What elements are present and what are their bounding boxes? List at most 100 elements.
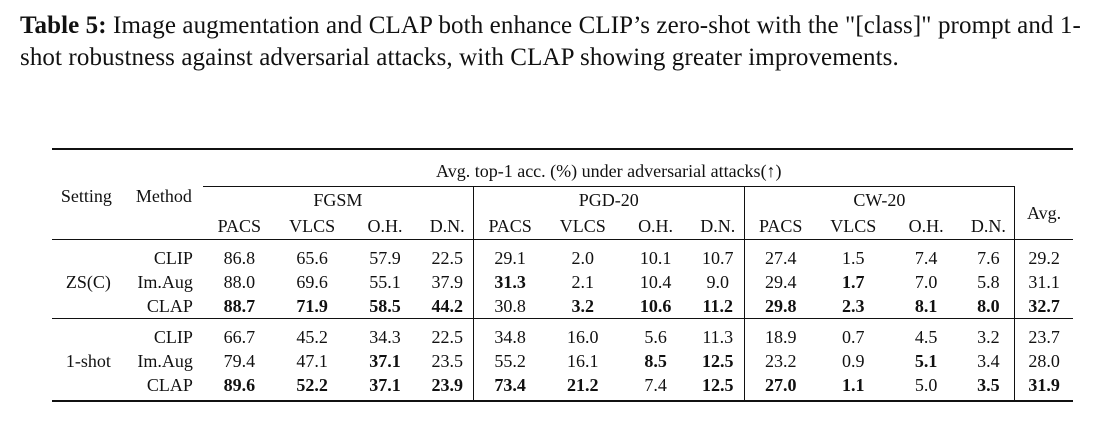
value-cell: 52.2 (275, 373, 349, 402)
value-cell: 7.0 (914, 272, 938, 292)
value-cell: 0.9 (842, 351, 865, 371)
method-cell: CLIP (124, 318, 203, 349)
dataset-header: O.H. (638, 216, 674, 236)
value-cell: 3.2 (962, 318, 1015, 349)
value-cell: 55.2 (472, 349, 547, 373)
dataset-header: VLCS (830, 216, 877, 236)
value-cell: 10.6 (639, 296, 672, 316)
value-cell: 27.4 (743, 239, 817, 270)
table-row: CLAP 88.7 71.9 58.5 44.2 30.8 3.2 10.6 11.2 29.8 2… (52, 294, 1073, 319)
value-cell: 10.4 (639, 272, 672, 292)
value-cell: 0.7 (816, 318, 890, 349)
value-cell: 30.8 (472, 294, 547, 319)
value-cell: 27.0 (743, 373, 817, 402)
value-cell: 88.0 (223, 272, 256, 292)
avg-cell: 31.9 (1014, 373, 1073, 402)
value-cell: 47.1 (296, 351, 328, 371)
value-cell: 3.5 (962, 373, 1015, 402)
value-cell: 23.5 (431, 351, 463, 371)
value-cell: 44.2 (431, 296, 463, 316)
value-cell: 9.0 (706, 272, 730, 292)
value-cell: 89.6 (202, 373, 276, 402)
header-row-1: Setting Method Avg. top-1 acc. (%) under… (52, 148, 1073, 240)
dataset-header: VLCS (289, 216, 336, 236)
dataset-header: D.N. (700, 216, 736, 236)
value-cell: 2.0 (546, 239, 620, 270)
dataset-header: PACS (217, 216, 261, 236)
value-cell: 65.6 (275, 239, 349, 270)
caption-text: Image augmentation and CLAP both enhance… (20, 12, 1081, 71)
dataset-header: O.H. (908, 216, 944, 236)
dataset-header: PACS (743, 213, 817, 240)
value-cell: 29.1 (472, 239, 547, 270)
value-cell: 5.1 (914, 351, 938, 371)
results-table-wrapper: Setting Method Avg. top-1 acc. (%) under… (52, 148, 1073, 402)
value-cell: 12.5 (702, 351, 734, 371)
value-cell: 73.4 (472, 373, 547, 402)
value-cell: 2.1 (571, 272, 594, 292)
value-cell: 2.3 (842, 296, 865, 316)
value-cell: 29.4 (743, 270, 817, 294)
avg-cell: 31.1 (1014, 270, 1073, 294)
table-row: CLIP 66.7 45.2 34.3 22.5 34.8 16.0 5.6 11.3 18.9 0… (52, 318, 1073, 349)
value-cell: 23.9 (421, 373, 474, 402)
value-cell: 16.0 (546, 318, 620, 349)
table-row: CLAP 89.6 52.2 37.1 23.9 73.4 21.2 7.4 12.5 27.0 1… (52, 373, 1073, 402)
avg-cell: 23.7 (1014, 318, 1073, 349)
value-cell: 23.2 (743, 349, 817, 373)
value-cell: 7.6 (962, 239, 1015, 270)
value-cell: 79.4 (223, 351, 256, 371)
value-cell: 11.2 (702, 296, 733, 316)
value-cell: 57.9 (348, 239, 422, 270)
value-cell: 37.1 (369, 351, 401, 371)
dataset-header: D.N. (429, 216, 465, 236)
value-cell: 34.8 (472, 318, 547, 349)
group-header-pgd: PGD-20 (472, 186, 745, 213)
value-cell: 1.1 (816, 373, 890, 402)
results-table: Setting Method Avg. top-1 acc. (%) under… (52, 148, 1073, 402)
value-cell: 8.1 (914, 296, 938, 316)
value-cell: 37.9 (431, 272, 463, 292)
table-row: 1-shot Im.Aug 79.4 47.1 37.1 23.5 55.2 16.1 8.5 1… (52, 349, 1073, 373)
method-cell: Im.Aug (137, 351, 193, 371)
setting-cell (52, 239, 125, 270)
method-cell: Im.Aug (137, 272, 193, 292)
value-cell: 37.1 (348, 373, 422, 402)
value-cell: 34.3 (348, 318, 422, 349)
header-setting: Setting (52, 148, 125, 240)
dataset-header: VLCS (559, 216, 606, 236)
value-cell: 16.1 (566, 351, 599, 371)
table-row: ZS(C) Im.Aug 88.0 69.6 55.1 37.9 31.3 2.1 10.4 9.… (52, 270, 1073, 294)
value-cell: 12.5 (691, 373, 745, 402)
value-cell: 5.8 (977, 272, 1000, 292)
value-cell: 66.7 (202, 318, 276, 349)
dataset-header: D.N. (970, 216, 1006, 236)
setting-cell (52, 294, 125, 319)
value-cell: 5.0 (889, 373, 963, 402)
value-cell: 11.3 (691, 318, 745, 349)
value-cell: 45.2 (275, 318, 349, 349)
value-cell: 31.3 (472, 270, 547, 294)
value-cell: 55.1 (369, 272, 401, 292)
avg-cell: 28.0 (1014, 349, 1073, 373)
value-cell: 8.5 (644, 351, 667, 371)
group-header-fgsm: FGSM (313, 190, 363, 210)
dataset-header: PACS (472, 213, 547, 240)
value-cell: 58.5 (369, 296, 401, 316)
setting-cell: 1-shot (65, 351, 111, 371)
table-caption: Table 5: Image augmentation and CLAP bot… (20, 10, 1095, 74)
table-row: CLIP 86.8 65.6 57.9 22.5 29.1 2.0 10.1 10.7 27.4 1… (52, 239, 1073, 270)
value-cell: 1.5 (816, 239, 890, 270)
method-cell: CLIP (124, 239, 203, 270)
caption-label: Table 5: (20, 12, 107, 39)
value-cell: 69.6 (296, 272, 328, 292)
avg-cell: 32.7 (1014, 294, 1073, 319)
value-cell: 4.5 (889, 318, 963, 349)
value-cell: 29.8 (743, 294, 817, 319)
header-avg: Avg. (1014, 186, 1073, 240)
method-cell: CLAP (146, 296, 193, 316)
avg-cell: 29.2 (1014, 239, 1073, 270)
value-cell: 86.8 (202, 239, 276, 270)
value-cell: 10.7 (691, 239, 745, 270)
setting-cell: ZS(C) (65, 272, 111, 292)
